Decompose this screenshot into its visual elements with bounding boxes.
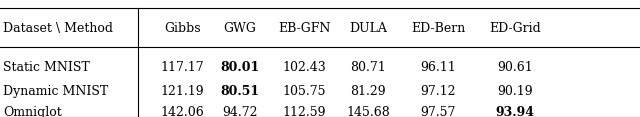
Text: 90.61: 90.61 — [497, 61, 533, 74]
Text: 97.57: 97.57 — [420, 106, 456, 117]
Text: 97.12: 97.12 — [420, 85, 456, 98]
Text: 80.51: 80.51 — [220, 85, 260, 98]
Text: Static MNIST: Static MNIST — [3, 61, 90, 74]
Text: Dataset \ Method: Dataset \ Method — [3, 22, 113, 35]
Text: GWG: GWG — [223, 22, 257, 35]
Text: 80.71: 80.71 — [350, 61, 386, 74]
Text: 105.75: 105.75 — [282, 85, 326, 98]
Text: 121.19: 121.19 — [161, 85, 204, 98]
Text: 94.72: 94.72 — [222, 106, 258, 117]
Text: 145.68: 145.68 — [346, 106, 390, 117]
Text: 102.43: 102.43 — [282, 61, 326, 74]
Text: DULA: DULA — [349, 22, 387, 35]
Text: Omniglot: Omniglot — [3, 106, 62, 117]
Text: 142.06: 142.06 — [161, 106, 204, 117]
Text: 80.01: 80.01 — [220, 61, 260, 74]
Text: 90.19: 90.19 — [497, 85, 533, 98]
Text: Gibbs: Gibbs — [164, 22, 201, 35]
Text: 81.29: 81.29 — [350, 85, 386, 98]
Text: 93.94: 93.94 — [496, 106, 534, 117]
Text: ED-Bern: ED-Bern — [412, 22, 465, 35]
Text: 96.11: 96.11 — [420, 61, 456, 74]
Text: Dynamic MNIST: Dynamic MNIST — [3, 85, 108, 98]
Text: 112.59: 112.59 — [282, 106, 326, 117]
Text: 117.17: 117.17 — [161, 61, 204, 74]
Text: EB-GFN: EB-GFN — [278, 22, 330, 35]
Text: ED-Grid: ED-Grid — [490, 22, 541, 35]
